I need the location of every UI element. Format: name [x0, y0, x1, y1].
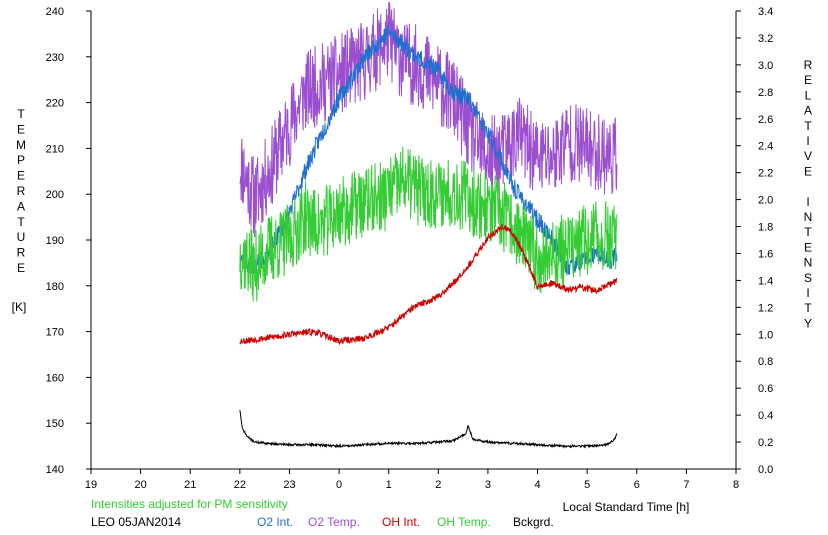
- y-right-ticks: 0.0 0.2 0.4 0.6 0.8 1.0 1.2 1.4 1.6 1.8 2.0 2.2 2.4 2…: [736, 6, 773, 476]
- x-tick-label: 22: [234, 479, 246, 491]
- x-tick-label: 5: [584, 479, 590, 491]
- series-line-oh-temp: [239, 146, 618, 302]
- y-left-title-letter: R: [17, 184, 26, 198]
- y-left-tick-label: 200: [46, 189, 64, 201]
- y-right-tick-label: 0.2: [758, 437, 773, 449]
- y-right-tick-label: 1.6: [758, 248, 773, 260]
- y-left-tick-label: 210: [46, 143, 64, 155]
- y-right-tick-label: 2.6: [758, 114, 773, 126]
- y-right-tick-label: 3.2: [758, 33, 773, 45]
- legend-item: OH Temp.: [437, 515, 491, 529]
- x-tick-label: 23: [283, 479, 295, 491]
- x-tick-label: 19: [85, 479, 97, 491]
- y-left-tick-label: 170: [46, 327, 64, 339]
- y-right-title-letter: V: [804, 149, 812, 163]
- x-tick-label: 7: [683, 479, 689, 491]
- y-left-tick-label: 160: [46, 372, 64, 384]
- x-ticks: 19 20 21 22 23 0 1 2 3 4 5 6 7 8: [85, 469, 739, 491]
- y-left-tick-label: 220: [46, 98, 64, 110]
- y-right-tick-label: 1.2: [758, 302, 773, 314]
- x-tick-label: 8: [733, 479, 739, 491]
- y-right-tick-label: 3.0: [758, 60, 773, 72]
- y-right-title-letter: T: [804, 225, 812, 239]
- y-right-title-letter: N: [804, 210, 813, 224]
- y-right-tick-label: 1.4: [758, 275, 773, 287]
- y-right-title-letter: E: [804, 73, 812, 87]
- legend-item: O2 Int.: [257, 515, 293, 529]
- y-right-tick-label: 2.2: [758, 168, 773, 180]
- y-right-tick-label: 2.8: [758, 87, 773, 99]
- y-left-title-letter: A: [17, 199, 25, 213]
- y-right-title-letter: A: [804, 104, 812, 118]
- y-left-title-letter: E: [17, 169, 25, 183]
- y-left-unit: [K]: [12, 300, 27, 314]
- y-left-title-letter: M: [16, 138, 26, 152]
- y-left-ticks: 140 150 160 170 180 190 200 210 220 230 240: [46, 6, 91, 476]
- y-left-title-letter: T: [17, 107, 25, 121]
- series-layer: [239, 1, 618, 449]
- y-right-title-letter: E: [804, 164, 812, 178]
- y-right-tick-label: 0.4: [758, 410, 773, 422]
- y-left-tick-label: 190: [46, 235, 64, 247]
- y-right-title-letter: E: [804, 240, 812, 254]
- y-left-tick-label: 230: [46, 52, 64, 64]
- y-left-tick-label: 180: [46, 281, 64, 293]
- y-right-tick-label: 0.6: [758, 383, 773, 395]
- series-line-bckgrd: [239, 410, 618, 449]
- y-left-title-letter: E: [17, 122, 25, 136]
- y-right-title-letter: L: [805, 88, 812, 102]
- y-right-title-letter: I: [806, 134, 809, 148]
- y-left-title-letter: U: [17, 230, 26, 244]
- y-right-tick-label: 2.4: [758, 141, 773, 153]
- y-left-tick-label: 240: [46, 6, 64, 18]
- y-left-title-letter: R: [17, 246, 26, 260]
- y-left-title-letter: P: [17, 153, 25, 167]
- y-right-tick-label: 2.0: [758, 195, 773, 207]
- legend-item: Bckgrd.: [513, 515, 554, 529]
- x-tick-label: 3: [485, 479, 491, 491]
- x-tick-label: 6: [634, 479, 640, 491]
- series-line-oh-int: [239, 223, 618, 346]
- y-right-title-letter: I: [806, 286, 809, 300]
- station-label: LEO 05JAN2014: [91, 515, 181, 529]
- y-right-title-letter: Y: [804, 316, 812, 330]
- y-left-tick-label: 140: [46, 464, 64, 476]
- y-left-title-letter: E: [17, 261, 25, 275]
- sensitivity-note: Intensities adjusted for PM sensitivity: [91, 497, 288, 511]
- legend-item: OH Int.: [382, 515, 420, 529]
- y-right-tick-label: 3.4: [758, 6, 773, 18]
- y-right-title-letter: S: [804, 271, 812, 285]
- legend: O2 Int. O2 Temp. OH Int. OH Temp. Bckgrd.: [257, 515, 554, 529]
- x-tick-label: 21: [184, 479, 196, 491]
- y-right-title-letter: R: [804, 58, 813, 72]
- y-right-tick-label: 1.8: [758, 222, 773, 234]
- x-tick-label: 4: [534, 479, 540, 491]
- x-tick-label: 1: [386, 479, 392, 491]
- y-right-title-letter: T: [804, 301, 812, 315]
- x-tick-label: 20: [134, 479, 146, 491]
- y-right-tick-label: 0.0: [758, 464, 773, 476]
- x-tick-label: 0: [336, 479, 342, 491]
- y-right-title-letter: N: [804, 256, 813, 270]
- y-right-tick-label: 1.0: [758, 329, 773, 341]
- y-right-title-letter: T: [804, 119, 812, 133]
- y-right-title-letter: I: [806, 195, 809, 209]
- y-left-title-letter: T: [17, 215, 25, 229]
- series-line-o2-temp: [239, 1, 618, 238]
- x-tick-label: 2: [435, 479, 441, 491]
- legend-item: O2 Temp.: [308, 515, 360, 529]
- y-right-tick-label: 0.8: [758, 356, 773, 368]
- x-axis-title: Local Standard Time [h]: [563, 500, 690, 514]
- y-left-tick-label: 150: [46, 418, 64, 430]
